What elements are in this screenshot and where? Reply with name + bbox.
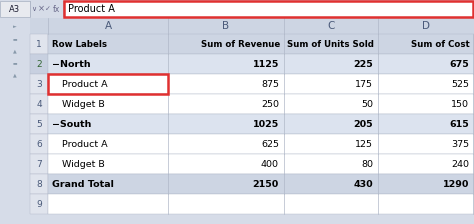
Text: Sum of Units Sold: Sum of Units Sold [287,39,374,49]
Bar [30,154,48,174]
Text: 240: 240 [451,159,469,168]
Text: B: B [222,21,229,31]
Text: 4: 4 [36,99,42,108]
Text: 80: 80 [361,159,373,168]
Text: 1025: 1025 [253,119,279,129]
Text: ∨: ∨ [31,6,36,12]
Text: 5: 5 [36,119,42,129]
Text: Widget B: Widget B [62,159,105,168]
Text: ►: ► [13,24,17,30]
Bar [30,34,48,54]
Bar [30,174,48,194]
Bar [30,1,31,17]
Text: Sum of Revenue: Sum of Revenue [201,39,280,49]
Bar [30,94,48,114]
Text: ▬: ▬ [13,37,18,41]
Text: ▬: ▬ [13,60,18,65]
Text: 1125: 1125 [253,60,279,69]
Text: 250: 250 [261,99,279,108]
Bar [30,134,48,154]
Bar [48,74,474,94]
Bar [30,18,474,34]
Text: Product A: Product A [62,140,108,149]
Text: 1290: 1290 [443,179,469,189]
Bar [30,194,48,214]
Text: ▲: ▲ [13,49,17,54]
Text: fx: fx [52,4,60,13]
Text: 430: 430 [354,179,373,189]
Text: 1: 1 [36,39,42,49]
Text: Sum of Cost: Sum of Cost [411,39,470,49]
Bar [48,114,474,134]
Bar [48,134,474,154]
Bar [0,0,474,18]
Text: A3: A3 [9,4,20,13]
Text: ✓: ✓ [45,6,51,12]
Text: 6: 6 [36,140,42,149]
Text: 2150: 2150 [253,179,279,189]
Text: Widget B: Widget B [62,99,105,108]
Bar [30,114,48,134]
Bar [48,74,168,94]
Text: 675: 675 [449,60,469,69]
Text: 225: 225 [353,60,373,69]
Bar [63,1,64,17]
Text: 400: 400 [261,159,279,168]
Text: 9: 9 [36,200,42,209]
Bar [30,54,48,74]
Text: Row Labels: Row Labels [52,39,107,49]
Text: 150: 150 [451,99,469,108]
Text: 8: 8 [36,179,42,189]
Bar [30,74,48,94]
Text: Product A: Product A [62,80,108,88]
Text: C: C [328,21,335,31]
Text: 2: 2 [36,60,42,69]
Text: 525: 525 [451,80,469,88]
Text: 7: 7 [36,159,42,168]
Text: 50: 50 [361,99,373,108]
Bar [48,34,474,54]
Text: Grand Total: Grand Total [52,179,114,189]
Bar [48,194,474,214]
Text: −North: −North [52,60,91,69]
Text: ▲: ▲ [13,73,17,78]
Text: 125: 125 [355,140,373,149]
Text: 205: 205 [354,119,373,129]
Bar [48,174,474,194]
Bar [0,1,30,17]
Bar [48,54,474,74]
Bar [64,1,473,17]
Text: 175: 175 [355,80,373,88]
Text: 615: 615 [449,119,469,129]
Text: ×: × [37,4,45,13]
Text: 875: 875 [261,80,279,88]
Text: Product A: Product A [68,4,115,14]
Text: −South: −South [52,119,91,129]
Text: A: A [104,21,111,31]
Text: 625: 625 [261,140,279,149]
Text: 375: 375 [451,140,469,149]
Bar [48,154,474,174]
Text: D: D [422,21,430,31]
Text: 3: 3 [36,80,42,88]
Bar [0,18,30,224]
Bar [48,94,474,114]
